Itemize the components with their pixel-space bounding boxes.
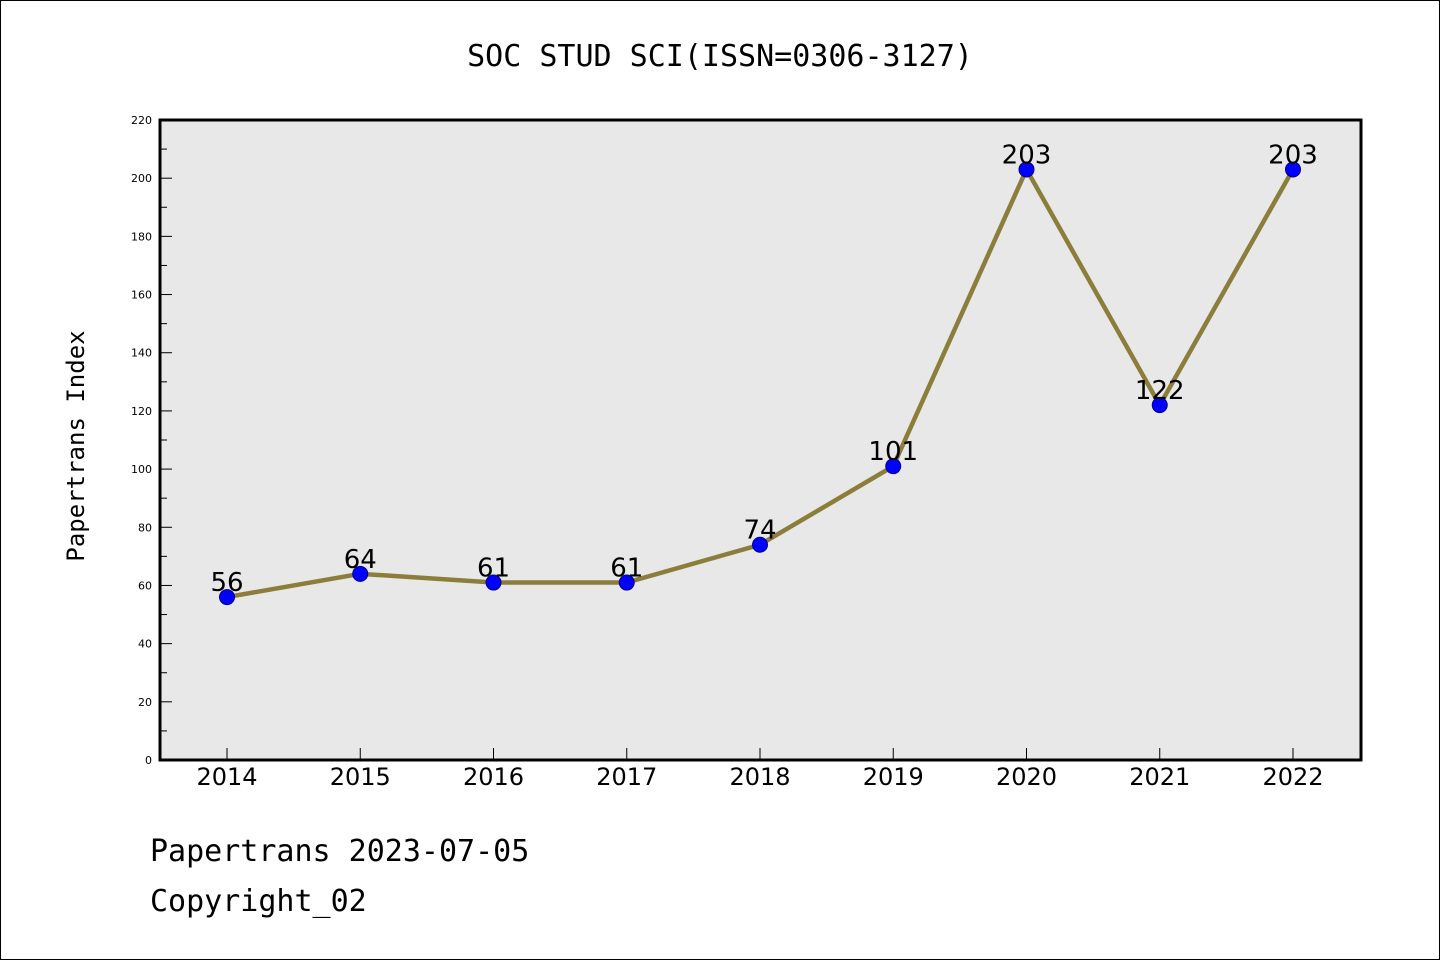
data-labels: 56 64 61 61 74 101 203 122 203 bbox=[210, 140, 1317, 598]
data-point bbox=[219, 589, 235, 606]
y-tick-label: 180 bbox=[131, 230, 152, 243]
data-point bbox=[752, 536, 768, 553]
plot-area bbox=[160, 120, 1361, 760]
y-tick-label: 60 bbox=[138, 579, 152, 592]
data-label: 74 bbox=[743, 516, 776, 546]
y-tick-label: 20 bbox=[138, 696, 152, 709]
x-tick-label: 2021 bbox=[1129, 763, 1190, 791]
x-axis-ticks: 2014 2015 2016 2017 2018 2019 2020 2021 2022 bbox=[196, 748, 1324, 791]
x-tick-label: 2015 bbox=[330, 763, 391, 791]
data-point bbox=[1018, 161, 1035, 178]
plot-border bbox=[158, 118, 1363, 762]
footer-copyright: Copyright_02 bbox=[150, 884, 367, 919]
data-label: 203 bbox=[1002, 140, 1052, 170]
x-tick-label: 2017 bbox=[596, 763, 657, 791]
y-tick-label: 220 bbox=[131, 114, 152, 127]
footer-date: Papertrans 2023-07-05 bbox=[150, 834, 530, 869]
x-tick-label: 2019 bbox=[863, 763, 924, 791]
data-label: 64 bbox=[344, 545, 377, 575]
y-tick-label: 80 bbox=[138, 521, 152, 534]
x-tick-label: 2014 bbox=[196, 763, 257, 791]
x-tick-label: 2018 bbox=[729, 763, 790, 791]
y-tick-label: 0 bbox=[145, 754, 152, 767]
x-tick-label: 2022 bbox=[1262, 763, 1323, 791]
y-tick-label: 160 bbox=[131, 289, 152, 302]
y-tick-label: 120 bbox=[131, 405, 152, 418]
data-label: 122 bbox=[1135, 376, 1185, 406]
data-label: 61 bbox=[477, 554, 510, 584]
x-tick-label: 2020 bbox=[996, 763, 1057, 791]
data-point bbox=[1285, 161, 1301, 178]
data-point bbox=[352, 565, 369, 582]
y-axis-label: Papertrans Index bbox=[62, 330, 90, 561]
data-label: 203 bbox=[1268, 140, 1318, 170]
data-point bbox=[618, 574, 635, 591]
data-point bbox=[1151, 397, 1168, 414]
y-tick-label: 40 bbox=[138, 638, 152, 651]
x-tick-label: 2016 bbox=[463, 763, 524, 791]
chart-title: SOC STUD SCI(ISSN=0306-3127) bbox=[467, 39, 973, 74]
data-point bbox=[885, 458, 902, 475]
data-label: 101 bbox=[868, 437, 918, 467]
data-label: 61 bbox=[610, 554, 643, 584]
series-layer bbox=[219, 161, 1301, 606]
y-tick-label: 100 bbox=[131, 463, 152, 476]
data-point bbox=[485, 574, 502, 591]
y-axis-ticks: 0 20 40 60 80 100 120 140 160 180 200 220 bbox=[131, 114, 172, 767]
y-tick-label: 140 bbox=[131, 347, 152, 360]
data-label: 56 bbox=[210, 568, 243, 598]
y-tick-label: 200 bbox=[131, 172, 152, 185]
